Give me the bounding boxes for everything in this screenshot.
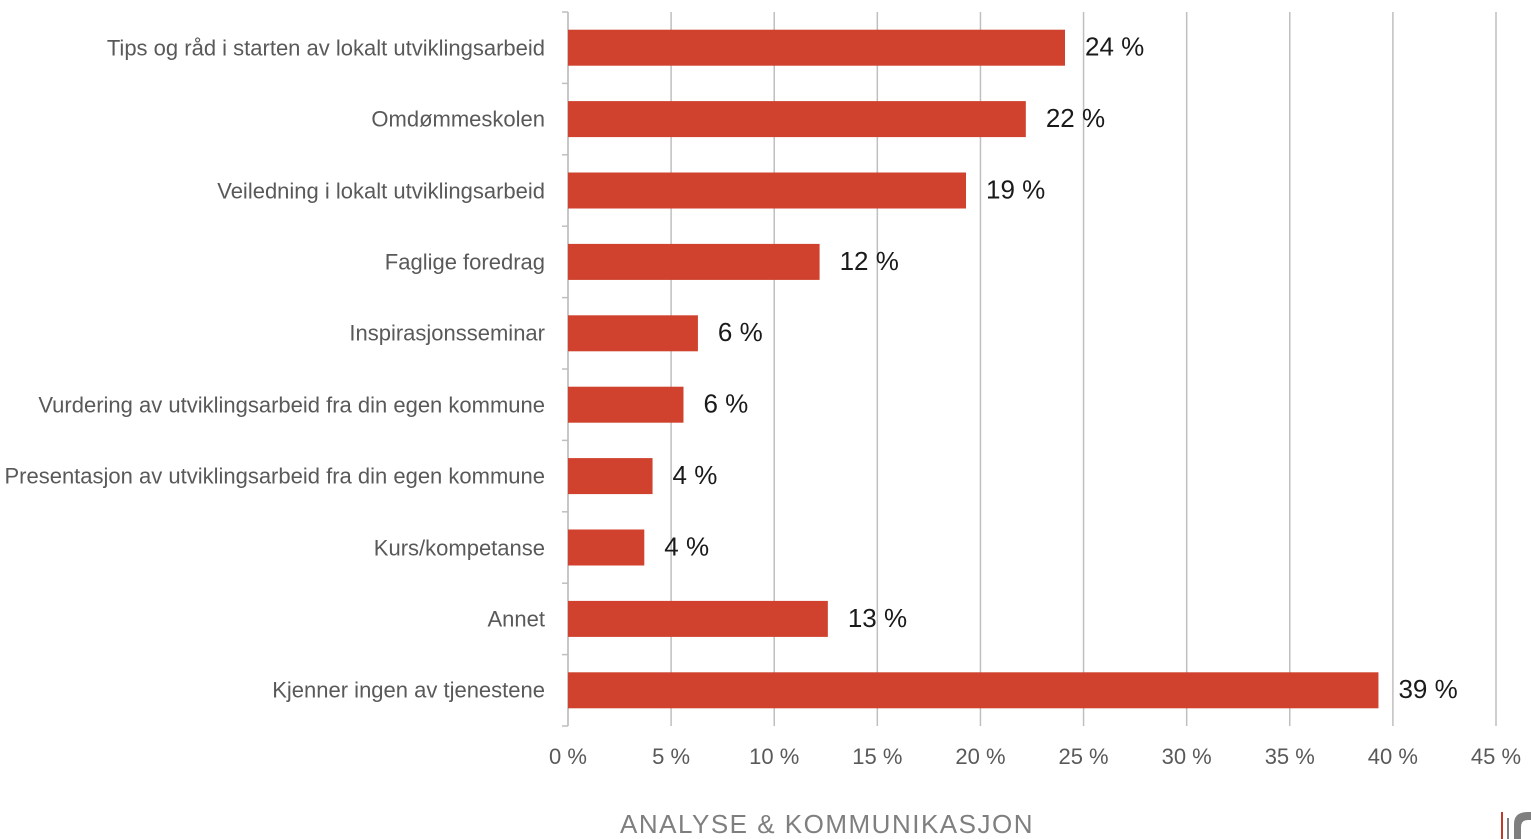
category-label-box: Omdømmeskolen — [0, 104, 545, 135]
bar — [568, 101, 1026, 138]
category-label-box: Tips og råd i starten av lokalt utviklin… — [0, 32, 545, 63]
bar — [568, 243, 820, 280]
data-label: 12 % — [840, 246, 899, 276]
x-tick-label: 45 % — [1471, 744, 1521, 769]
bar — [568, 29, 1065, 66]
data-label: 6 % — [703, 389, 748, 419]
x-tick-label: 15 % — [852, 744, 902, 769]
bar — [568, 672, 1379, 709]
x-tick-label: 5 % — [652, 744, 690, 769]
y-tick-label: Kurs/kompetanse — [373, 535, 545, 560]
bar — [568, 458, 653, 495]
x-tick-label: 10 % — [749, 744, 799, 769]
logo-arc — [1514, 812, 1531, 839]
category-label-box: Kjenner ingen av tjenestene — [0, 675, 545, 706]
data-label: 6 % — [718, 317, 763, 347]
category-label-box: Faglige foredrag — [0, 246, 545, 277]
category-label-box: Veiledning i lokalt utviklingsarbeid — [0, 175, 545, 206]
bar — [568, 600, 828, 637]
data-label: 39 % — [1398, 674, 1457, 704]
data-label: 13 % — [848, 603, 907, 633]
bar — [568, 529, 645, 566]
x-tick-label: 20 % — [955, 744, 1005, 769]
category-label-box: Vurdering av utviklingsarbeid fra din eg… — [0, 389, 545, 420]
data-label: 22 % — [1046, 103, 1105, 133]
data-label: 4 % — [664, 531, 709, 561]
bar — [568, 315, 698, 352]
x-tick-label: 30 % — [1162, 744, 1212, 769]
y-tick-label: Veiledning i lokalt utviklingsarbeid — [217, 178, 545, 203]
data-label: 4 % — [673, 460, 718, 490]
y-tick-label: Annet — [487, 606, 546, 632]
logo-bar — [1501, 812, 1503, 839]
bar — [568, 386, 684, 423]
logo — [1501, 812, 1531, 839]
y-tick-label: Inspirasjonsseminar — [349, 320, 545, 346]
y-tick-label: Faglige foredrag — [384, 249, 545, 275]
bar — [568, 172, 967, 209]
x-tick-label: 25 % — [1058, 744, 1108, 769]
data-label: 19 % — [986, 174, 1045, 204]
x-tick-label: 40 % — [1368, 744, 1418, 769]
x-tick-label: 0 % — [549, 744, 587, 769]
y-tick-label: Tips og råd i starten av lokalt utviklin… — [106, 35, 545, 61]
category-label-box: Annet — [0, 603, 546, 634]
category-label-box: Inspirasjonsseminar — [0, 318, 545, 349]
logo-bar — [1507, 818, 1509, 839]
x-tick-label: 35 % — [1265, 744, 1315, 769]
y-tick-label: Omdømmeskolen — [371, 106, 545, 132]
data-label: 24 % — [1085, 32, 1144, 62]
y-tick-label: Vurdering av utviklingsarbeid fra din eg… — [38, 392, 545, 418]
y-tick-label: Presentasjon av utviklingsarbeid fra din… — [4, 463, 545, 489]
y-tick-label: Kjenner ingen av tjenestene — [272, 677, 545, 703]
category-label-box: Kurs/kompetanse — [0, 532, 545, 563]
category-label-box: Presentasjon av utviklingsarbeid fra din… — [0, 461, 545, 492]
footer: ANALYSE & KOMMUNIKASJON — [620, 809, 1034, 839]
